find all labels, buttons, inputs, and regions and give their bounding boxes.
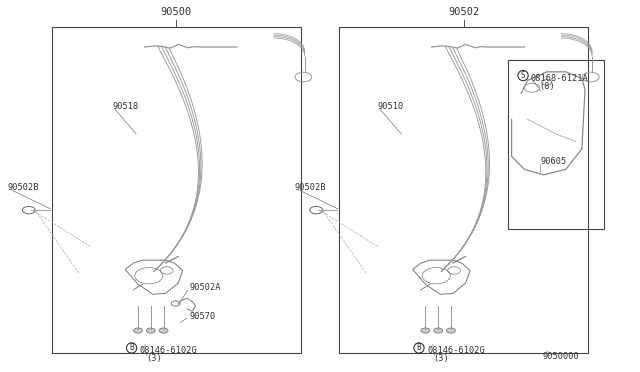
Circle shape <box>147 328 156 333</box>
Text: 90510: 90510 <box>378 102 404 111</box>
Text: 90502: 90502 <box>448 7 479 17</box>
Text: (3): (3) <box>147 354 162 363</box>
Text: 90500: 90500 <box>161 7 192 17</box>
Text: 08146-6102G: 08146-6102G <box>140 346 198 355</box>
Circle shape <box>22 206 35 214</box>
Circle shape <box>310 206 323 214</box>
Circle shape <box>421 328 430 333</box>
Text: B: B <box>129 343 134 352</box>
Circle shape <box>172 301 180 306</box>
Text: S: S <box>521 71 525 80</box>
Text: 90502A: 90502A <box>189 283 221 292</box>
Text: 90518: 90518 <box>113 102 139 111</box>
Circle shape <box>159 328 168 333</box>
Text: 9050000: 9050000 <box>542 352 579 361</box>
Text: (3): (3) <box>434 354 449 363</box>
Text: 90570: 90570 <box>189 312 215 321</box>
Text: 08146-6102G: 08146-6102G <box>428 346 485 355</box>
Circle shape <box>134 328 143 333</box>
Text: 08168-6121A: 08168-6121A <box>531 74 589 83</box>
Circle shape <box>447 328 456 333</box>
Circle shape <box>434 328 443 333</box>
Text: B: B <box>417 343 421 352</box>
Text: 90502B: 90502B <box>294 183 326 192</box>
Text: 90605: 90605 <box>540 157 566 166</box>
Text: 90502B: 90502B <box>7 183 38 192</box>
Text: (8): (8) <box>539 82 555 91</box>
